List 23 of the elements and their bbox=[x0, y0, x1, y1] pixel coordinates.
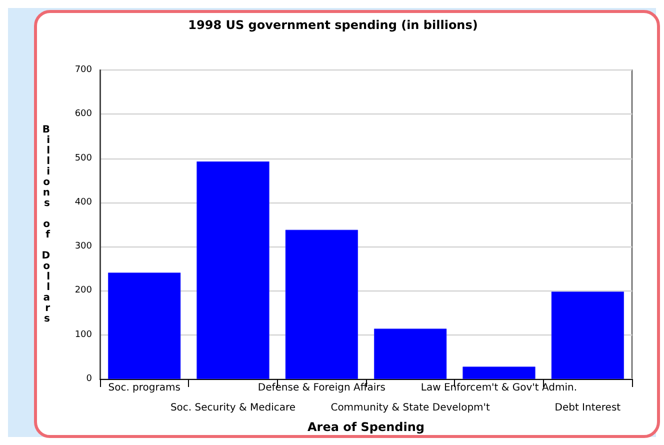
y-tick-label: 400 bbox=[74, 197, 92, 208]
bar bbox=[196, 161, 270, 379]
y-tick-label: 0 bbox=[86, 374, 92, 384]
x-tick-label: Community & State Developm't bbox=[330, 402, 490, 414]
y-tick-label: 100 bbox=[74, 330, 92, 340]
text: Billions of Dollars bbox=[42, 124, 50, 324]
bar bbox=[374, 328, 447, 379]
chart-title: 1998 US government spending (in billions) bbox=[188, 18, 478, 32]
x-tick-label: Soc. Security & Medicare bbox=[170, 402, 296, 414]
y-tick-label: 200 bbox=[74, 286, 92, 296]
bar bbox=[108, 272, 181, 379]
y-tick-label: 700 bbox=[74, 65, 92, 75]
x-axis-title: Area of Spending bbox=[307, 420, 425, 434]
x-tick-label: Soc. programs bbox=[108, 382, 180, 394]
y-tick-label: 300 bbox=[74, 242, 92, 252]
x-tick-label: Law Enforcem't & Gov't Admin. bbox=[420, 382, 578, 394]
bar bbox=[285, 230, 358, 379]
bar bbox=[551, 292, 624, 379]
x-tick-label: Debt Interest bbox=[554, 402, 621, 414]
y-tick-label: 500 bbox=[74, 153, 92, 164]
y-tick-label: 600 bbox=[74, 109, 92, 120]
x-tick-label: Defense & Foreign Affairs bbox=[258, 382, 386, 394]
bar bbox=[462, 366, 536, 379]
